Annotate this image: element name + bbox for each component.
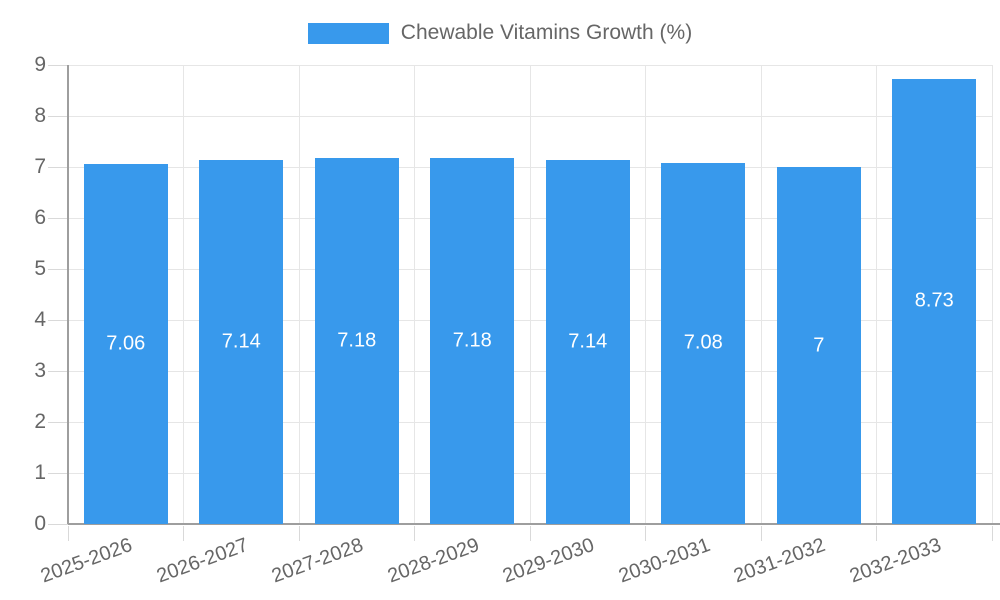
chart-legend[interactable]: Chewable Vitamins Growth (%): [0, 18, 1000, 48]
bar-value-label: 7.14: [221, 330, 261, 353]
x-axis-tick: [876, 526, 877, 541]
y-axis-tick: [48, 523, 68, 525]
y-axis-label: 6: [34, 206, 46, 229]
x-axis-label: 2025-2026: [37, 534, 136, 588]
y-axis-label: 1: [34, 461, 46, 484]
legend-swatch: [307, 22, 389, 44]
bar-value-label: 7.18: [337, 329, 377, 352]
bar: [199, 159, 284, 524]
gridline-vertical: [183, 65, 184, 524]
y-axis-label: 8: [34, 104, 46, 127]
y-axis-label: 5: [34, 257, 46, 280]
x-axis-tick: [529, 526, 531, 541]
bar-value-label: 7: [813, 334, 825, 356]
x-axis-label: 2031-2032: [730, 534, 829, 588]
gridline-vertical: [760, 65, 762, 524]
gridline-vertical: [298, 65, 300, 524]
y-axis-tick: [48, 115, 68, 117]
gridline-vertical: [414, 65, 415, 524]
bar: [661, 162, 746, 524]
bar-value-label: 7.06: [106, 332, 146, 355]
bar-value-label: 7.18: [452, 329, 492, 352]
y-axis-label: 3: [34, 359, 46, 382]
y-axis-label: 0: [34, 512, 46, 535]
x-axis-tick: [991, 526, 993, 541]
x-axis-tick: [645, 526, 646, 541]
bar-value-label: 8.73: [914, 289, 954, 312]
x-axis-label: 2032-2033: [846, 534, 944, 588]
bar: [83, 163, 168, 524]
y-axis-label: 2: [34, 410, 46, 433]
legend-label: Chewable Vitamins Growth (%): [400, 21, 693, 44]
gridline-vertical: [876, 65, 877, 524]
gridline-vertical: [991, 65, 993, 524]
bar: [892, 78, 977, 524]
x-axis-tick: [298, 526, 300, 541]
y-axis-tick: [48, 319, 68, 321]
y-axis-tick: [48, 472, 68, 474]
bar: [314, 157, 399, 524]
bar-value-label: 7.14: [568, 330, 608, 353]
gridline-vertical: [529, 65, 531, 524]
x-axis-line: [68, 523, 1000, 525]
y-axis-line: [67, 65, 69, 524]
bar: [430, 157, 515, 524]
bar: [776, 167, 861, 524]
x-axis-tick: [760, 526, 762, 541]
x-axis-label: 2030-2031: [615, 534, 713, 588]
y-axis-tick: [48, 217, 68, 219]
y-axis-label: 7: [34, 155, 46, 178]
y-axis-tick: [48, 370, 68, 372]
y-axis-label: 4: [34, 308, 46, 331]
y-axis-tick: [48, 166, 68, 168]
y-axis-tick: [48, 64, 68, 66]
x-axis-label: 2028-2029: [384, 534, 482, 588]
x-axis-tick: [183, 526, 184, 541]
y-axis-label: 9: [34, 53, 46, 76]
x-axis-label: 2026-2027: [153, 534, 251, 588]
y-axis-tick: [48, 268, 68, 270]
x-axis-tick: [414, 526, 415, 541]
bar-value-label: 7.08: [683, 331, 723, 354]
x-axis-tick: [67, 526, 69, 541]
x-axis-label: 2029-2030: [499, 534, 598, 588]
gridline-vertical: [645, 65, 646, 524]
bar: [545, 159, 630, 524]
x-axis-label: 2027-2028: [268, 534, 367, 588]
y-axis-tick: [48, 421, 68, 423]
